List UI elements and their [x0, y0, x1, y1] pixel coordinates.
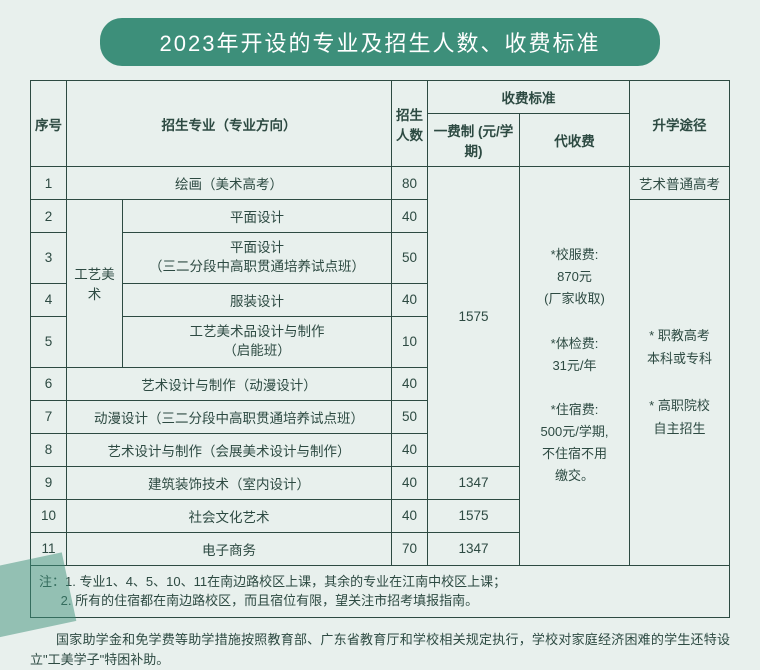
page-title: 2023年开设的专业及招生人数、收费标准 — [100, 18, 660, 66]
cell-seq: 2 — [31, 200, 67, 233]
cell-seq: 6 — [31, 367, 67, 400]
cell-seq: 4 — [31, 283, 67, 316]
col-path: 升学途径 — [630, 81, 730, 167]
cell-path1: 艺术普通高考 — [630, 167, 730, 200]
cell-agent-fees: *校服费: 870元 (厂家收取) *体检费: 31元/年 *住宿费: 500元… — [520, 167, 630, 566]
col-fee-unit: 一费制 (元/学期) — [428, 114, 520, 167]
majors-table: 序号 招生专业（专业方向） 招生 人数 收费标准 升学途径 一费制 (元/学期)… — [30, 80, 730, 566]
col-seq: 序号 — [31, 81, 67, 167]
cell-seq: 8 — [31, 433, 67, 466]
table-row: 1 绘画（美术高考） 80 1575 *校服费: 870元 (厂家收取) *体检… — [31, 167, 730, 200]
cell-count: 40 — [392, 283, 428, 316]
cell-seq: 3 — [31, 233, 67, 284]
cell-major: 平面设计 — [123, 200, 392, 233]
cell-major: 建筑装饰技术（室内设计） — [67, 466, 392, 499]
col-major: 招生专业（专业方向） — [67, 81, 392, 167]
cell-category: 工艺美术 — [67, 200, 123, 368]
table-container: 序号 招生专业（专业方向） 招生 人数 收费标准 升学途径 一费制 (元/学期)… — [30, 80, 730, 618]
cell-fee: 1347 — [428, 532, 520, 565]
cell-count: 40 — [392, 466, 428, 499]
cell-count: 70 — [392, 532, 428, 565]
col-fee-agent: 代收费 — [520, 114, 630, 167]
col-count: 招生 人数 — [392, 81, 428, 167]
cell-major: 服装设计 — [123, 283, 392, 316]
notes-block: 注：1. 专业1、4、5、10、11在南边路校区上课，其余的专业在江南中校区上课… — [30, 566, 730, 618]
cell-seq: 5 — [31, 316, 67, 367]
note-2: 2. 所有的住宿都在南边路校区，而且宿位有限，望关注市招考填报指南。 — [61, 593, 478, 608]
cell-seq: 7 — [31, 400, 67, 433]
cell-fee-merged: 1575 — [428, 167, 520, 467]
footer-text: 国家助学金和免学费等助学措施按照教育部、广东省教育厅和学校相关规定执行，学校对家… — [30, 630, 730, 670]
cell-major: 动漫设计（三二分段中高职贯通培养试点班） — [67, 400, 392, 433]
cell-seq: 9 — [31, 466, 67, 499]
col-fee-standard: 收费标准 — [428, 81, 630, 114]
cell-major: 平面设计（三二分段中高职贯通培养试点班） — [123, 233, 392, 284]
cell-fee: 1575 — [428, 499, 520, 532]
cell-major: 工艺美术品设计与制作（启能班） — [123, 316, 392, 367]
cell-major: 绘画（美术高考） — [67, 167, 392, 200]
cell-count: 80 — [392, 167, 428, 200]
cell-major: 电子商务 — [67, 532, 392, 565]
header-row-1: 序号 招生专业（专业方向） 招生 人数 收费标准 升学途径 — [31, 81, 730, 114]
cell-count: 40 — [392, 200, 428, 233]
cell-count: 10 — [392, 316, 428, 367]
cell-count: 50 — [392, 400, 428, 433]
cell-count: 50 — [392, 233, 428, 284]
cell-major: 艺术设计与制作（会展美术设计与制作） — [67, 433, 392, 466]
cell-count: 40 — [392, 499, 428, 532]
note-1: 1. 专业1、4、5、10、11在南边路校区上课，其余的专业在江南中校区上课； — [65, 574, 506, 589]
cell-fee: 1347 — [428, 466, 520, 499]
cell-seq: 1 — [31, 167, 67, 200]
cell-major: 艺术设计与制作（动漫设计） — [67, 367, 392, 400]
cell-seq: 10 — [31, 499, 67, 532]
cell-path2: * 职教高考 本科或专科 * 高职院校 自主招生 — [630, 200, 730, 566]
cell-count: 40 — [392, 433, 428, 466]
cell-count: 40 — [392, 367, 428, 400]
cell-major: 社会文化艺术 — [67, 499, 392, 532]
